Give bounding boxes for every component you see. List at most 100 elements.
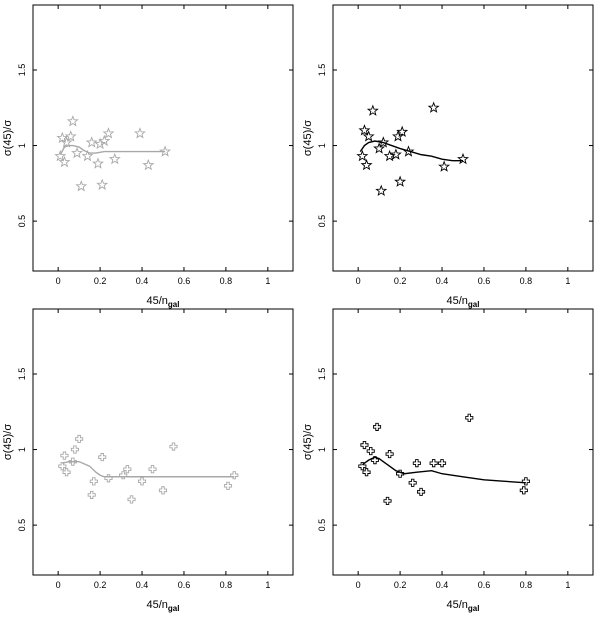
data-point-cross [127, 495, 136, 504]
y-tick-label: 1 [317, 447, 327, 452]
x-tick-label: 0.8 [520, 580, 533, 590]
data-point-cross [417, 487, 426, 496]
x-tick-label: 0.6 [178, 276, 191, 286]
data-point-cross [119, 471, 128, 480]
data-point-star [392, 130, 404, 142]
data-point-star [396, 125, 409, 138]
data-point-cross [169, 442, 178, 451]
x-tick-label: 0.2 [94, 276, 107, 286]
panel-top-left: 0 0.2 0.4 0.6 0.8 1 0.5 1 1.5 σ(45)/σ 45/ngal [2, 4, 294, 309]
data-point-star [457, 152, 469, 165]
data-point-star [142, 158, 155, 171]
plot-frame [32, 4, 294, 272]
data-point-cross [366, 447, 375, 456]
data-point-star [108, 152, 121, 165]
x-tick-label: 1 [265, 580, 270, 590]
data-point-star [360, 158, 373, 171]
x-axis-label: 45/ngal [147, 599, 180, 613]
y-tick-label: 1 [317, 143, 327, 148]
data-point-star [94, 137, 107, 150]
x-tick-label: 1 [565, 276, 570, 286]
x-tick-label: 0 [56, 580, 61, 590]
x-tick-label: 0 [56, 276, 61, 286]
panel-bottom-left: 0 0.2 0.4 0.6 0.8 1 0.5 1 1.5 σ(45)/σ 45/ngal [2, 308, 294, 613]
data-point-star [356, 149, 369, 162]
x-tick-label: 0.4 [436, 580, 449, 590]
data-point-star [133, 127, 146, 139]
x-tick-label: 0.8 [220, 580, 233, 590]
trend-line [62, 460, 235, 478]
y-axis-label: σ(45)/σ [302, 120, 314, 156]
data-point-cross [60, 451, 69, 460]
data-point-star [438, 160, 451, 172]
data-point-cross [429, 459, 438, 468]
data-point-cross [148, 465, 157, 474]
data-point-cross [70, 445, 79, 454]
data-point-cross [75, 434, 84, 444]
data-point-cross [521, 477, 530, 486]
x-tick-label: 0.2 [94, 580, 107, 590]
panel-bottom-right: 0 0.2 0.4 0.6 0.8 1 0.5 1 1.5 σ(45)/σ 45/ngal [302, 308, 594, 613]
data-point-cross [230, 471, 239, 480]
x-tick-label: 0 [356, 276, 361, 286]
x-tick-label: 0.4 [136, 276, 149, 286]
data-point-star [71, 146, 84, 159]
y-tick-label: 0.5 [317, 519, 327, 532]
trend-line [359, 140, 463, 162]
y-axis-label: σ(45)/σ [2, 120, 14, 156]
data-point-star [389, 148, 402, 160]
y-tick-label: 1 [17, 447, 27, 452]
x-tick-label: 0.4 [136, 580, 149, 590]
data-point-star [375, 184, 388, 196]
trend-line [361, 456, 526, 484]
x-tick-label: 0 [356, 580, 361, 590]
data-point-star [377, 136, 390, 148]
plot-frame [332, 308, 594, 576]
data-point-star [60, 136, 73, 148]
y-tick-label: 0.5 [317, 215, 327, 228]
data-point-star [58, 155, 71, 168]
data-point-star [362, 130, 375, 142]
y-tick-label: 1.5 [317, 64, 327, 77]
data-point-cross [519, 486, 528, 495]
data-point-star [366, 104, 379, 116]
data-point-cross [62, 468, 71, 477]
data-point-cross [68, 457, 77, 466]
plot-frame [32, 308, 294, 576]
data-point-cross [137, 477, 147, 486]
y-tick-label: 1.5 [317, 368, 327, 381]
y-tick-label: 1 [17, 143, 27, 148]
data-point-cross [223, 481, 233, 490]
data-point-cross [362, 468, 371, 477]
y-tick-label: 0.5 [17, 215, 27, 228]
data-point-cross [87, 490, 96, 499]
y-tick-label: 1.5 [17, 64, 27, 77]
panel-top-right: 0 0.2 0.4 0.6 0.8 1 0.5 1 1.5 σ(45)/σ 45/ngal [302, 4, 594, 309]
x-axis-label: 45/ngal [447, 295, 480, 309]
data-point-star [54, 149, 67, 162]
x-tick-label: 0.6 [178, 580, 191, 590]
y-tick-label: 0.5 [17, 519, 27, 532]
y-axis-label: σ(45)/σ [302, 424, 314, 460]
data-point-cross [372, 422, 382, 431]
x-axis-label: 45/ngal [447, 599, 480, 613]
data-point-star [85, 136, 98, 148]
data-point-star [427, 101, 440, 113]
data-point-cross [385, 450, 394, 459]
trend-line [59, 144, 166, 155]
x-axis-label: 45/ngal [147, 295, 180, 309]
x-tick-label: 0.6 [478, 276, 491, 286]
data-point-cross [437, 459, 447, 468]
data-point-cross [465, 413, 474, 422]
data-point-star [64, 130, 77, 142]
data-point-cross [358, 462, 367, 471]
data-point-cross [408, 478, 417, 487]
data-point-cross [98, 453, 107, 462]
data-point-star [66, 115, 79, 127]
data-point-star [92, 157, 104, 169]
data-point-star [81, 149, 94, 162]
data-point-star [56, 131, 69, 144]
x-tick-label: 0.6 [478, 580, 491, 590]
data-point-cross [58, 462, 67, 471]
